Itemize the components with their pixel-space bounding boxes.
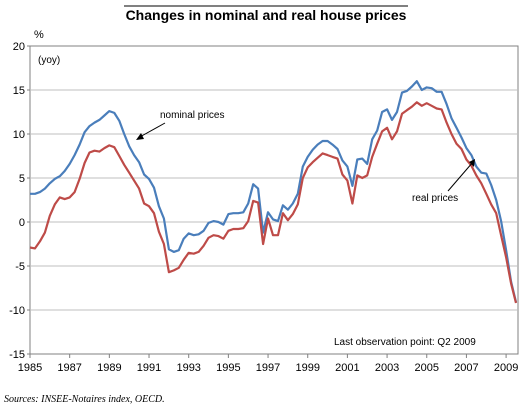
nominal-prices-arrow <box>137 122 166 139</box>
series-layer <box>29 80 518 304</box>
y-axis-label: (yoy) <box>38 55 60 66</box>
chart-title-text: Changes in nominal and real house prices <box>126 7 407 23</box>
real-prices-line <box>29 101 518 304</box>
x-tick-label: 1989 <box>97 362 121 374</box>
annotation-real: real prices <box>412 159 475 204</box>
y-tick-label: -10 <box>9 305 25 317</box>
x-tick-label: 2001 <box>335 362 359 374</box>
y-tick-label: -5 <box>15 261 25 273</box>
real-prices-arrowhead <box>469 159 475 167</box>
chart-title: Changes in nominal and real house prices <box>124 5 408 23</box>
nominal-prices-line <box>30 80 518 303</box>
gridlines <box>30 89 518 311</box>
x-tick-label: 2003 <box>375 362 399 374</box>
x-tick-label: 2007 <box>454 362 478 374</box>
y-axis-ticks: 20 15 10 5 0 -5 -10 -15 <box>9 41 30 361</box>
x-tick-label: 1997 <box>256 362 280 374</box>
y-tick-label: 5 <box>19 173 25 185</box>
x-tick-label: 1991 <box>137 362 161 374</box>
y-tick-label: -15 <box>9 349 25 361</box>
y-tick-label: 20 <box>13 41 25 53</box>
x-tick-label: 1993 <box>176 362 200 374</box>
nominal-prices-label: nominal prices <box>160 110 224 121</box>
plot-area-frame <box>29 45 519 355</box>
y-tick-label: 10 <box>13 129 25 141</box>
y-tick-label: 15 <box>13 85 25 97</box>
x-tick-label: 2005 <box>415 362 439 374</box>
y-unit-label: % <box>34 29 44 41</box>
x-tick-label: 1995 <box>216 362 240 374</box>
source-note: Sources: INSEE-Notaires index, OECD. <box>4 394 165 405</box>
x-tick-label: 1987 <box>57 362 81 374</box>
real-prices-arrow <box>447 161 474 192</box>
annotation-nominal: nominal prices <box>136 110 224 140</box>
real-prices-label: real prices <box>412 193 458 204</box>
x-tick-label: 1985 <box>18 362 42 374</box>
nominal-prices-arrowhead <box>136 133 144 140</box>
last-observation-note: Last observation point: Q2 2009 <box>334 337 476 348</box>
x-tick-label: 2009 <box>494 362 518 374</box>
x-axis-ticks: 1985 1987 1989 1991 1993 1995 1997 1999 2001 2003… <box>18 354 518 374</box>
x-tick-label: 1999 <box>295 362 319 374</box>
y-tick-label: 0 <box>19 217 25 229</box>
